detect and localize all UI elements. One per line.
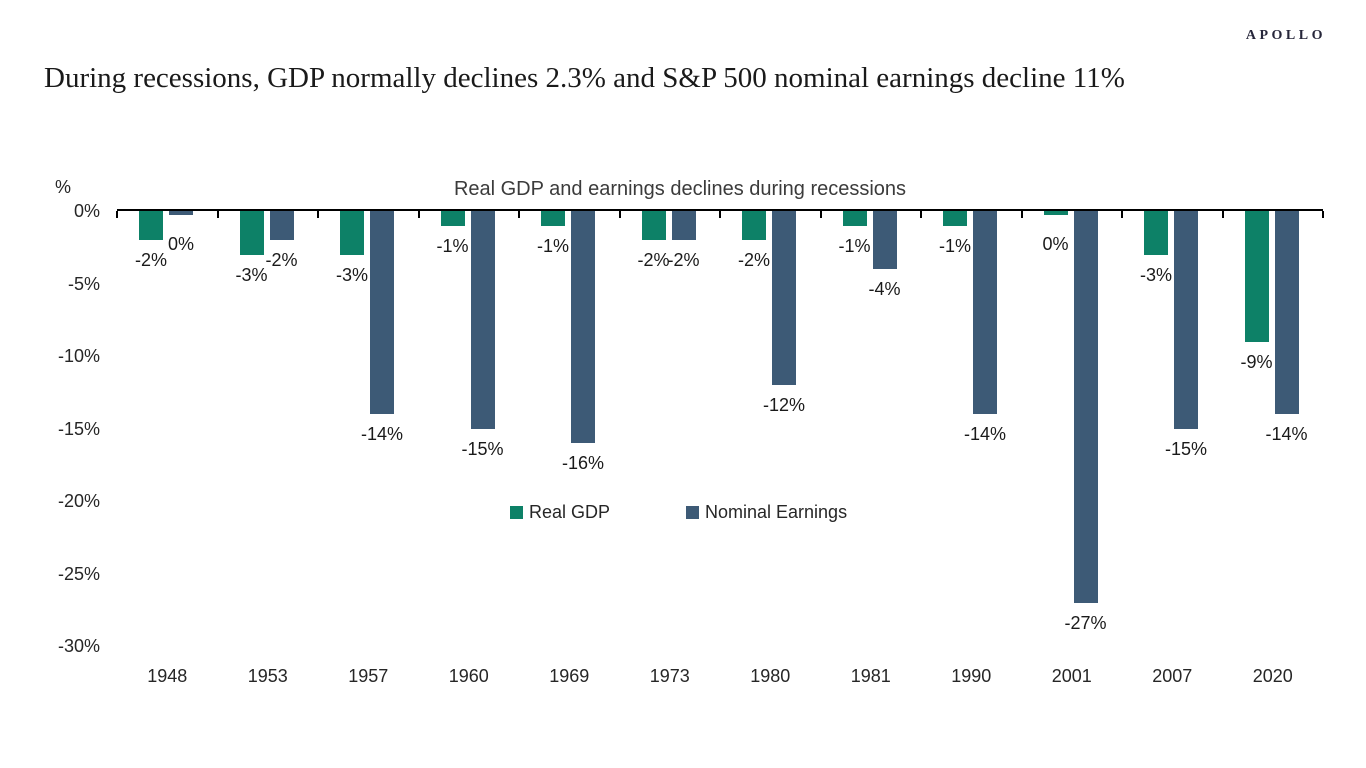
bar-nominal-earnings-2007 xyxy=(1174,211,1198,429)
bar-value-label: -1% xyxy=(436,235,469,256)
bar-nominal-earnings-1990 xyxy=(973,211,997,414)
nominal-earnings-swatch-icon xyxy=(686,506,699,519)
axis-tick xyxy=(1020,211,1023,218)
bar-nominal-earnings-1957 xyxy=(370,211,394,414)
bar-value-label: -14% xyxy=(963,424,1007,444)
bar-nominal-earnings-1948 xyxy=(169,211,193,215)
y-axis-unit-label: % xyxy=(55,177,72,197)
bar-real-gdp-1981 xyxy=(842,211,867,226)
y-axis-label: -10% xyxy=(57,346,100,366)
legend-item-real-gdp: Real GDP xyxy=(510,502,610,523)
bar-value-label: -1% xyxy=(938,235,971,256)
axis-tick xyxy=(317,211,319,218)
legend: Real GDP Nominal Earnings xyxy=(0,502,1366,522)
bar-real-gdp-2020 xyxy=(1244,211,1269,342)
bar-real-gdp-1953 xyxy=(239,211,264,255)
axis-tick xyxy=(618,211,621,218)
bar-value-label: -1% xyxy=(838,235,871,256)
bar-real-gdp-1948 xyxy=(139,211,163,240)
x-axis-label-1969: 1969 xyxy=(549,666,590,686)
chart-title: Real GDP and earnings declines during re… xyxy=(453,178,907,200)
bar-nominal-earnings-2001 xyxy=(1073,211,1098,603)
x-axis-label-1953: 1953 xyxy=(247,666,288,686)
bar-real-gdp-1969 xyxy=(541,211,565,226)
apollo-logo: APOLLO xyxy=(1245,28,1326,43)
bar-value-label: -9% xyxy=(1240,351,1273,372)
bar-real-gdp-2007 xyxy=(1144,211,1168,255)
bar-nominal-earnings-1969 xyxy=(571,211,595,443)
x-axis-label-2001: 2001 xyxy=(1051,666,1092,686)
axis-tick xyxy=(116,211,118,218)
bar-value-label: -3% xyxy=(1139,264,1172,285)
page-title: During recessions, GDP normally declines… xyxy=(44,62,1125,94)
x-axis-line xyxy=(117,209,1323,211)
bar-value-label: -15% xyxy=(461,438,504,459)
bar-value-label: -4% xyxy=(868,279,901,299)
bar-nominal-earnings-1981 xyxy=(872,211,897,269)
bar-value-label: -2% xyxy=(737,250,770,270)
y-axis-label: -25% xyxy=(57,563,100,584)
real-gdp-swatch-icon xyxy=(510,506,523,519)
bar-nominal-earnings-1953 xyxy=(269,211,294,240)
x-axis-label-1981: 1981 xyxy=(850,666,891,686)
x-axis-label-1957: 1957 xyxy=(348,666,389,686)
y-axis-label: -5% xyxy=(67,273,100,294)
y-axis-label: -20% xyxy=(57,491,100,511)
axis-tick xyxy=(920,211,922,218)
bar-value-label: -16% xyxy=(561,453,605,473)
x-axis-label-1990: 1990 xyxy=(951,666,992,686)
bar-real-gdp-1990 xyxy=(943,211,967,226)
axis-tick xyxy=(417,211,420,218)
x-axis-label-1948: 1948 xyxy=(147,666,188,686)
bar-value-label: 0% xyxy=(167,234,194,254)
bar-real-gdp-2001 xyxy=(1043,211,1068,215)
bar-real-gdp-1960 xyxy=(440,211,465,226)
bar-nominal-earnings-2020 xyxy=(1274,211,1299,414)
legend-label: Real GDP xyxy=(529,502,611,522)
axis-tick xyxy=(1322,211,1324,218)
bar-value-label: -14% xyxy=(360,424,404,444)
y-axis-label: -15% xyxy=(57,418,100,439)
bar-nominal-earnings-1973 xyxy=(671,211,696,240)
bar-value-label: 0% xyxy=(1042,234,1069,254)
legend-item-nominal-earnings: Nominal Earnings xyxy=(686,502,847,523)
axis-tick xyxy=(216,211,219,218)
bar-value-label: -12% xyxy=(762,395,806,415)
bar-real-gdp-1957 xyxy=(340,211,364,255)
bar-value-label: -3% xyxy=(235,264,268,285)
bar-real-gdp-1980 xyxy=(742,211,766,240)
axis-tick xyxy=(819,211,822,218)
bar-value-label: -2% xyxy=(667,250,700,270)
legend-label: Nominal Earnings xyxy=(705,502,848,522)
bar-value-label: -2% xyxy=(637,250,670,270)
bar-value-label: -2% xyxy=(265,250,298,270)
x-axis-label-1973: 1973 xyxy=(649,666,690,686)
y-axis-label: -30% xyxy=(57,636,100,656)
x-axis-label-1960: 1960 xyxy=(448,666,489,686)
y-axis-label: 0% xyxy=(73,201,100,221)
bar-value-label: -27% xyxy=(1064,612,1107,633)
x-axis-label-2007: 2007 xyxy=(1152,666,1193,686)
bar-value-label: -2% xyxy=(134,250,167,270)
bar-value-label: -15% xyxy=(1164,438,1208,459)
axis-tick xyxy=(719,211,721,218)
axis-tick xyxy=(1121,211,1123,218)
bar-real-gdp-1973 xyxy=(641,211,666,240)
bar-value-label: -1% xyxy=(536,235,569,256)
bar-nominal-earnings-1960 xyxy=(470,211,495,429)
bar-nominal-earnings-1980 xyxy=(772,211,796,385)
axis-tick xyxy=(518,211,520,218)
bar-value-label: -14% xyxy=(1265,424,1308,444)
axis-tick xyxy=(1221,211,1224,218)
bar-value-label: -3% xyxy=(335,264,368,285)
x-axis-label-1980: 1980 xyxy=(750,666,791,686)
x-axis-label-2020: 2020 xyxy=(1252,666,1293,686)
